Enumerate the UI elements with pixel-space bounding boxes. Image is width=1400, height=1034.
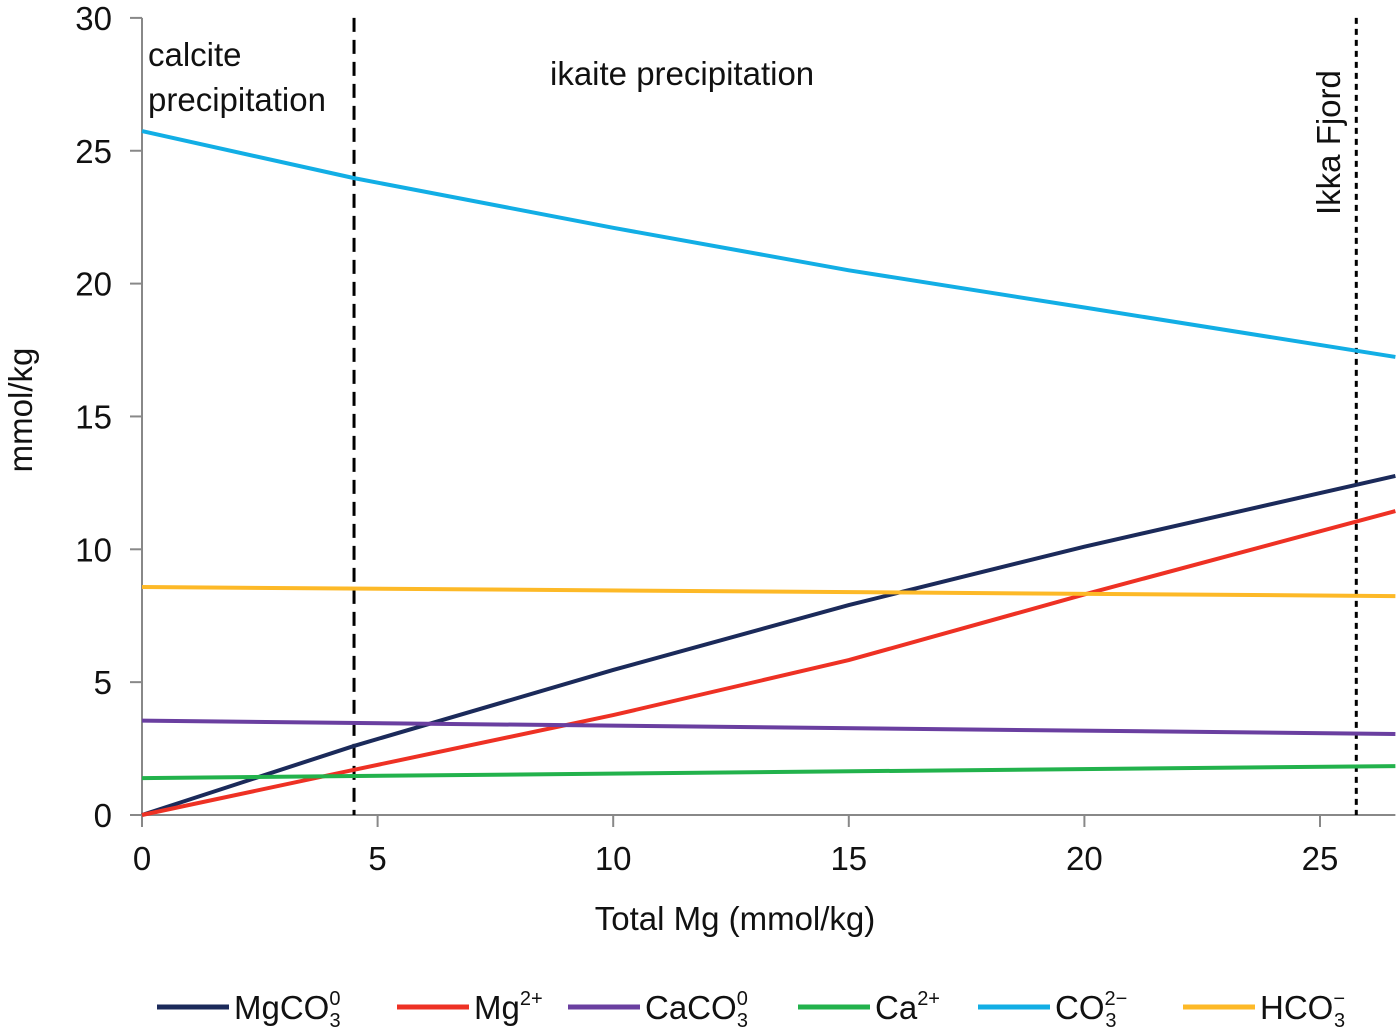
legend-label: CaCO0 3 xyxy=(645,988,748,1029)
series-lines xyxy=(141,129,1396,817)
vertical-markers xyxy=(352,17,1358,815)
x-tick-label: 10 xyxy=(595,840,632,877)
y-tick-label: 5 xyxy=(94,664,112,701)
series-line-ca2- xyxy=(141,764,1396,781)
legend-item: Ca2+ xyxy=(798,988,940,1026)
legend-label: CO2− 3 xyxy=(1055,988,1127,1029)
series-line-caco3-0 xyxy=(141,718,1396,736)
y-tick-label: 25 xyxy=(75,133,112,170)
y-axis-label: mmol/kg xyxy=(2,348,39,473)
x-tick-label: 0 xyxy=(133,840,151,877)
legend-item: CO2− 3 xyxy=(978,988,1127,1032)
legend-label: Mg2+ xyxy=(474,988,543,1026)
annotation-ikaite: ikaite precipitation xyxy=(550,55,814,92)
series-line-co3-2- xyxy=(141,129,1396,359)
axes: 0 5 10 15 20 25 0 5 10 15 20 25 30 xyxy=(75,0,1396,877)
annotation-calcite-line2: precipitation xyxy=(148,81,326,118)
legend-item: CaCO0 3 xyxy=(568,988,748,1032)
x-tick-label: 15 xyxy=(830,840,867,877)
y-tick-label: 10 xyxy=(75,531,112,568)
legend-label: HCO− 3 xyxy=(1260,988,1345,1029)
x-tick-label: 20 xyxy=(1066,840,1103,877)
legend-label: Ca2+ xyxy=(875,988,940,1026)
y-tick-label: 0 xyxy=(94,797,112,834)
annotation-ikka-fjord: Ikka Fjord xyxy=(1310,70,1347,215)
annotation-calcite-line1: calcite xyxy=(148,36,242,73)
series-line-mgco3-0 xyxy=(141,474,1396,817)
legend: MgCO0 3 Mg2+ CaCO0 3 Ca2+ CO2− 3 HCO− 3 xyxy=(157,988,1345,1032)
legend-item: MgCO0 3 xyxy=(157,988,341,1032)
x-tick-label: 25 xyxy=(1302,840,1339,877)
series-line-hco3- xyxy=(141,585,1396,599)
y-tick-label: 30 xyxy=(75,0,112,37)
legend-item: HCO− 3 xyxy=(1183,988,1345,1032)
y-tick-label: 15 xyxy=(75,398,112,435)
x-axis-label: Total Mg (mmol/kg) xyxy=(595,900,876,937)
y-tick-label: 20 xyxy=(75,266,112,303)
legend-label: MgCO0 3 xyxy=(234,988,341,1029)
legend-item: Mg2+ xyxy=(397,988,543,1026)
x-tick-label: 5 xyxy=(368,840,386,877)
